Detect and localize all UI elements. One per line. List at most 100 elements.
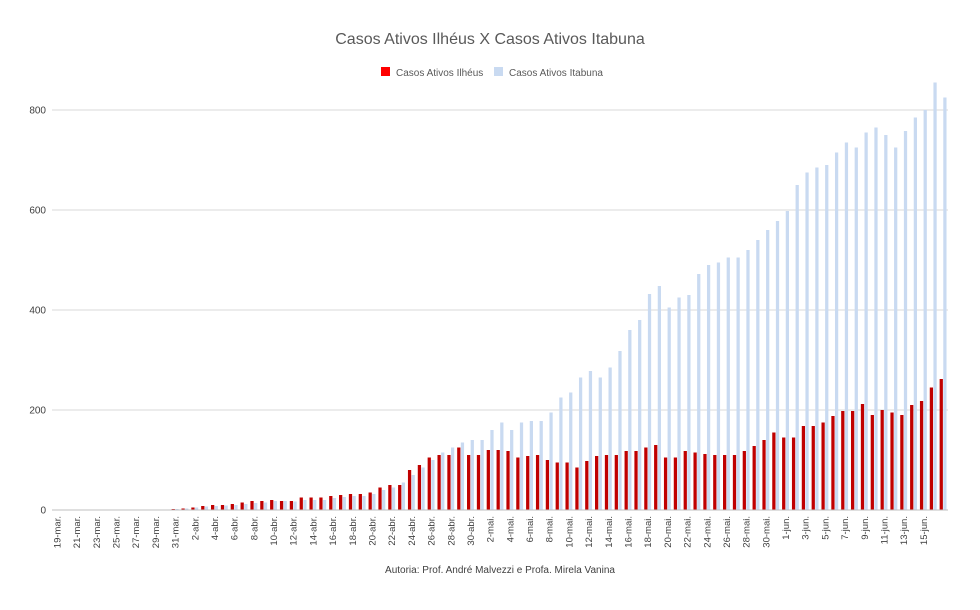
bar-itabuna-24 (293, 501, 297, 510)
x-tick-label: 23-mar. (92, 516, 103, 548)
bar-itabuna-30 (352, 496, 356, 510)
x-tick-label: 2-mai. (486, 516, 497, 542)
bar-itabuna-89 (933, 82, 937, 510)
x-tick-label: 19-mar. (52, 516, 63, 548)
x-tick-label: 18-abr. (348, 516, 359, 546)
x-tick-label: 29-mar. (151, 516, 162, 548)
bar-itabuna-72 (766, 230, 770, 510)
bar-ilheus-83 (870, 415, 874, 510)
bar-itabuna-58 (628, 330, 632, 510)
bar-itabuna-77 (815, 167, 819, 510)
x-tick-label: 28-mai. (742, 516, 753, 548)
x-tick-label: 20-mai. (663, 516, 674, 548)
bar-itabuna-82 (864, 132, 868, 510)
bar-ilheus-46 (506, 451, 510, 510)
bar-itabuna-87 (913, 117, 917, 510)
bar-ilheus-21 (260, 501, 264, 510)
bar-itabuna-20 (254, 503, 258, 510)
bar-ilheus-86 (900, 415, 904, 510)
x-tick-label: 8-abr. (249, 516, 260, 540)
x-tick-label: 20-abr. (368, 516, 379, 546)
x-tick-label: 12-abr. (289, 516, 300, 546)
x-tick-label: 21-mar. (72, 516, 83, 548)
bar-itabuna-68 (726, 257, 730, 510)
x-tick-label: 25-mar. (112, 516, 123, 548)
bar-ilheus-79 (831, 416, 835, 510)
x-tick-label: 5-jun. (820, 516, 831, 540)
bar-itabuna-27 (322, 500, 327, 510)
bar-itabuna-21 (263, 502, 268, 510)
bar-itabuna-43 (480, 440, 484, 510)
bar-ilheus-78 (821, 422, 825, 510)
bar-ilheus-82 (860, 404, 865, 510)
bar-itabuna-23 (283, 501, 287, 510)
bar-itabuna-76 (805, 172, 809, 510)
bar-ilheus-57 (614, 455, 618, 510)
bar-ilheus-40 (447, 455, 451, 510)
bar-ilheus-17 (220, 505, 225, 510)
bar-itabuna-60 (647, 294, 652, 510)
bar-ilheus-90 (939, 379, 943, 510)
bar-ilheus-22 (270, 500, 274, 510)
x-tick-label: 22-abr. (387, 516, 398, 546)
bar-ilheus-44 (486, 450, 490, 510)
bar-itabuna-85 (894, 147, 898, 510)
bar-ilheus-88 (919, 401, 924, 510)
bar-ilheus-80 (841, 411, 845, 510)
bar-ilheus-66 (703, 454, 707, 510)
bar-ilheus-35 (398, 485, 402, 510)
bar-ilheus-34 (388, 485, 392, 510)
x-axis-ticks: 19-mar. 21-mar. 23-mar. 25-mar. 27-mar. 29-ma… (52, 516, 929, 548)
bar-itabuna-71 (756, 240, 760, 510)
x-tick-label: 16-abr. (328, 516, 339, 546)
x-tick-label: 7-jun. (840, 516, 851, 540)
chart-caption: Autoria: Prof. André Malvezzi e Profa. M… (385, 565, 615, 576)
bar-itabuna-80 (844, 142, 849, 510)
x-tick-label: 4-abr. (210, 516, 221, 540)
bars-itabuna (175, 82, 947, 510)
y-tick-label: 800 (29, 106, 46, 117)
bar-itabuna-33 (382, 490, 386, 510)
bar-ilheus-61 (654, 445, 658, 510)
bar-ilheus-20 (250, 501, 254, 510)
bar-ilheus-29 (339, 495, 343, 510)
bar-ilheus-24 (289, 501, 294, 510)
bar-itabuna-59 (638, 320, 642, 510)
bar-itabuna-16 (214, 506, 218, 510)
bar-itabuna-15 (204, 506, 209, 510)
x-tick-label: 13-jun. (899, 516, 910, 545)
bar-itabuna-75 (795, 185, 799, 510)
bar-itabuna-56 (608, 367, 612, 510)
chart-title: Casos Ativos Ilhéus X Casos Ativos Itabu… (335, 31, 645, 48)
bar-ilheus-37 (417, 465, 422, 510)
bar-ilheus-51 (555, 462, 559, 510)
x-tick-label: 14-abr. (308, 516, 319, 546)
bar-ilheus-89 (929, 387, 934, 510)
legend-label-ilheus: Casos Ativos Ilhéus (396, 68, 483, 79)
bar-ilheus-38 (427, 457, 431, 510)
x-tick-label: 16-mai. (624, 516, 635, 548)
bar-itabuna-63 (677, 297, 681, 510)
bar-itabuna-36 (411, 475, 415, 510)
bar-ilheus-68 (723, 455, 727, 510)
legend-label-itabuna: Casos Ativos Itabuna (509, 68, 603, 79)
x-tick-label: 26-mai. (722, 516, 733, 548)
bar-ilheus-84 (880, 410, 884, 510)
bar-itabuna-41 (460, 442, 465, 510)
bar-ilheus-33 (378, 487, 382, 510)
bar-itabuna-38 (431, 460, 435, 510)
bar-ilheus-42 (467, 455, 471, 510)
bar-itabuna-26 (313, 500, 317, 510)
bar-ilheus-71 (752, 446, 756, 510)
bar-ilheus-19 (240, 502, 244, 510)
bar-ilheus-74 (782, 437, 786, 510)
bar-ilheus-85 (890, 412, 894, 510)
bar-itabuna-17 (224, 505, 228, 510)
bar-ilheus-52 (565, 462, 569, 510)
x-tick-label: 14-mai. (604, 516, 615, 548)
bar-ilheus-30 (348, 494, 353, 510)
bar-itabuna-88 (923, 110, 927, 510)
bar-ilheus-73 (772, 432, 776, 510)
bar-ilheus-63 (673, 457, 678, 510)
